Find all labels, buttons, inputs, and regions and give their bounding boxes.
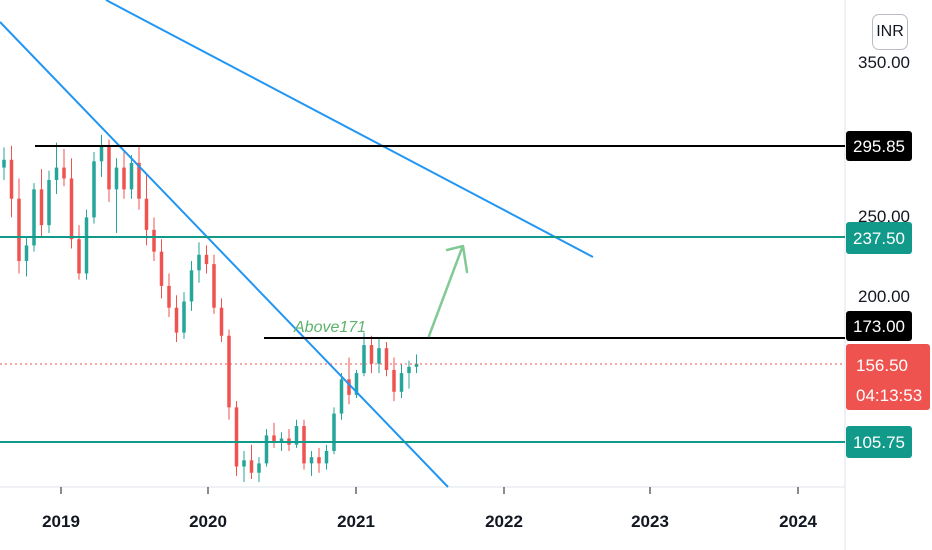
candle-body	[92, 161, 96, 218]
candle-body	[294, 426, 299, 445]
candle-body	[167, 285, 171, 308]
candle-body	[362, 345, 366, 374]
x-tick-label: 2022	[485, 512, 523, 531]
candle-body	[32, 189, 36, 246]
y-tick-label: 200.00	[858, 287, 910, 306]
candle-body	[257, 463, 261, 473]
y-tick-label: 350.00	[858, 53, 910, 72]
candle-body	[197, 254, 201, 271]
x-tick-label: 2020	[189, 512, 227, 531]
currency-selector[interactable]: INR	[872, 14, 908, 50]
x-axis: 2019 2020 2021 2022 2023 2024	[42, 487, 817, 531]
x-tick-label: 2021	[337, 512, 375, 531]
candle-body	[399, 373, 404, 392]
candle-body	[144, 198, 149, 230]
candle-body	[24, 245, 29, 261]
candle-body	[264, 435, 269, 464]
candle-body	[159, 251, 164, 286]
candle-body	[99, 145, 104, 162]
candle-body	[347, 379, 351, 395]
candle-body	[309, 457, 314, 464]
y-tick-label: 250.00	[858, 207, 910, 226]
price-tag-173-text: 173.00	[853, 317, 905, 336]
candle-body	[9, 159, 14, 199]
price-tag-237: 237.50	[846, 222, 912, 254]
candle-body	[279, 438, 284, 442]
plot-background	[0, 0, 845, 550]
candle-body	[107, 145, 111, 190]
candle-body	[152, 229, 156, 252]
candle-body	[324, 450, 329, 464]
candle-body	[339, 379, 344, 414]
arrow-up-icon[interactable]	[427, 244, 469, 338]
candle-body	[62, 167, 66, 179]
candle-body	[272, 435, 276, 442]
candle-body	[39, 189, 44, 226]
current-price-text: 156.50	[856, 356, 908, 375]
candle-body	[84, 217, 89, 274]
candle-body	[69, 178, 74, 240]
price-tag-173: 173.00	[846, 311, 912, 341]
candle-body	[317, 457, 321, 464]
price-tag-105: 105.75	[846, 426, 912, 458]
candle-body	[407, 366, 411, 374]
countdown-text: 04:13:53	[856, 386, 922, 405]
candle-body	[302, 426, 306, 464]
candle-body	[77, 239, 81, 274]
candle-body	[204, 254, 209, 265]
candle-body	[174, 307, 179, 333]
x-tick-label: 2023	[631, 512, 669, 531]
price-tag-237-text: 237.50	[853, 229, 905, 248]
candle-body	[332, 413, 336, 451]
candle-body	[2, 159, 6, 168]
current-price-tag: 156.50 04:13:53	[846, 344, 930, 410]
candle-body	[189, 270, 194, 302]
x-tick-label: 2024	[779, 512, 817, 531]
price-tag-105-text: 105.75	[853, 433, 905, 452]
candle-body	[414, 363, 419, 367]
candle-body	[227, 335, 231, 408]
candle-body	[212, 264, 216, 308]
candle-body	[249, 460, 254, 473]
candle-body	[242, 460, 246, 467]
candle-body	[122, 167, 126, 190]
upper-trendline[interactable]	[105, 0, 594, 258]
candle-body	[219, 307, 224, 336]
price-tag-295: 295.85	[846, 131, 912, 161]
candle-body	[54, 167, 59, 181]
candle-body	[384, 348, 389, 370]
candle-body	[129, 162, 134, 190]
candle-body	[234, 407, 239, 467]
candle-body	[354, 373, 359, 395]
candle-body	[392, 369, 396, 392]
lower-trendline[interactable]	[0, 21, 449, 488]
price-tag-295-text: 295.85	[853, 137, 905, 156]
candle-body	[137, 162, 141, 199]
candle-body	[47, 180, 51, 226]
candle-body	[17, 198, 21, 261]
candle-body	[182, 301, 186, 333]
candle-series	[2, 134, 419, 483]
annotation-label: Above171	[293, 319, 366, 336]
candle-body	[114, 167, 119, 190]
x-tick-label: 2019	[42, 512, 80, 531]
candle-body	[369, 345, 374, 364]
candle-body	[377, 348, 381, 364]
